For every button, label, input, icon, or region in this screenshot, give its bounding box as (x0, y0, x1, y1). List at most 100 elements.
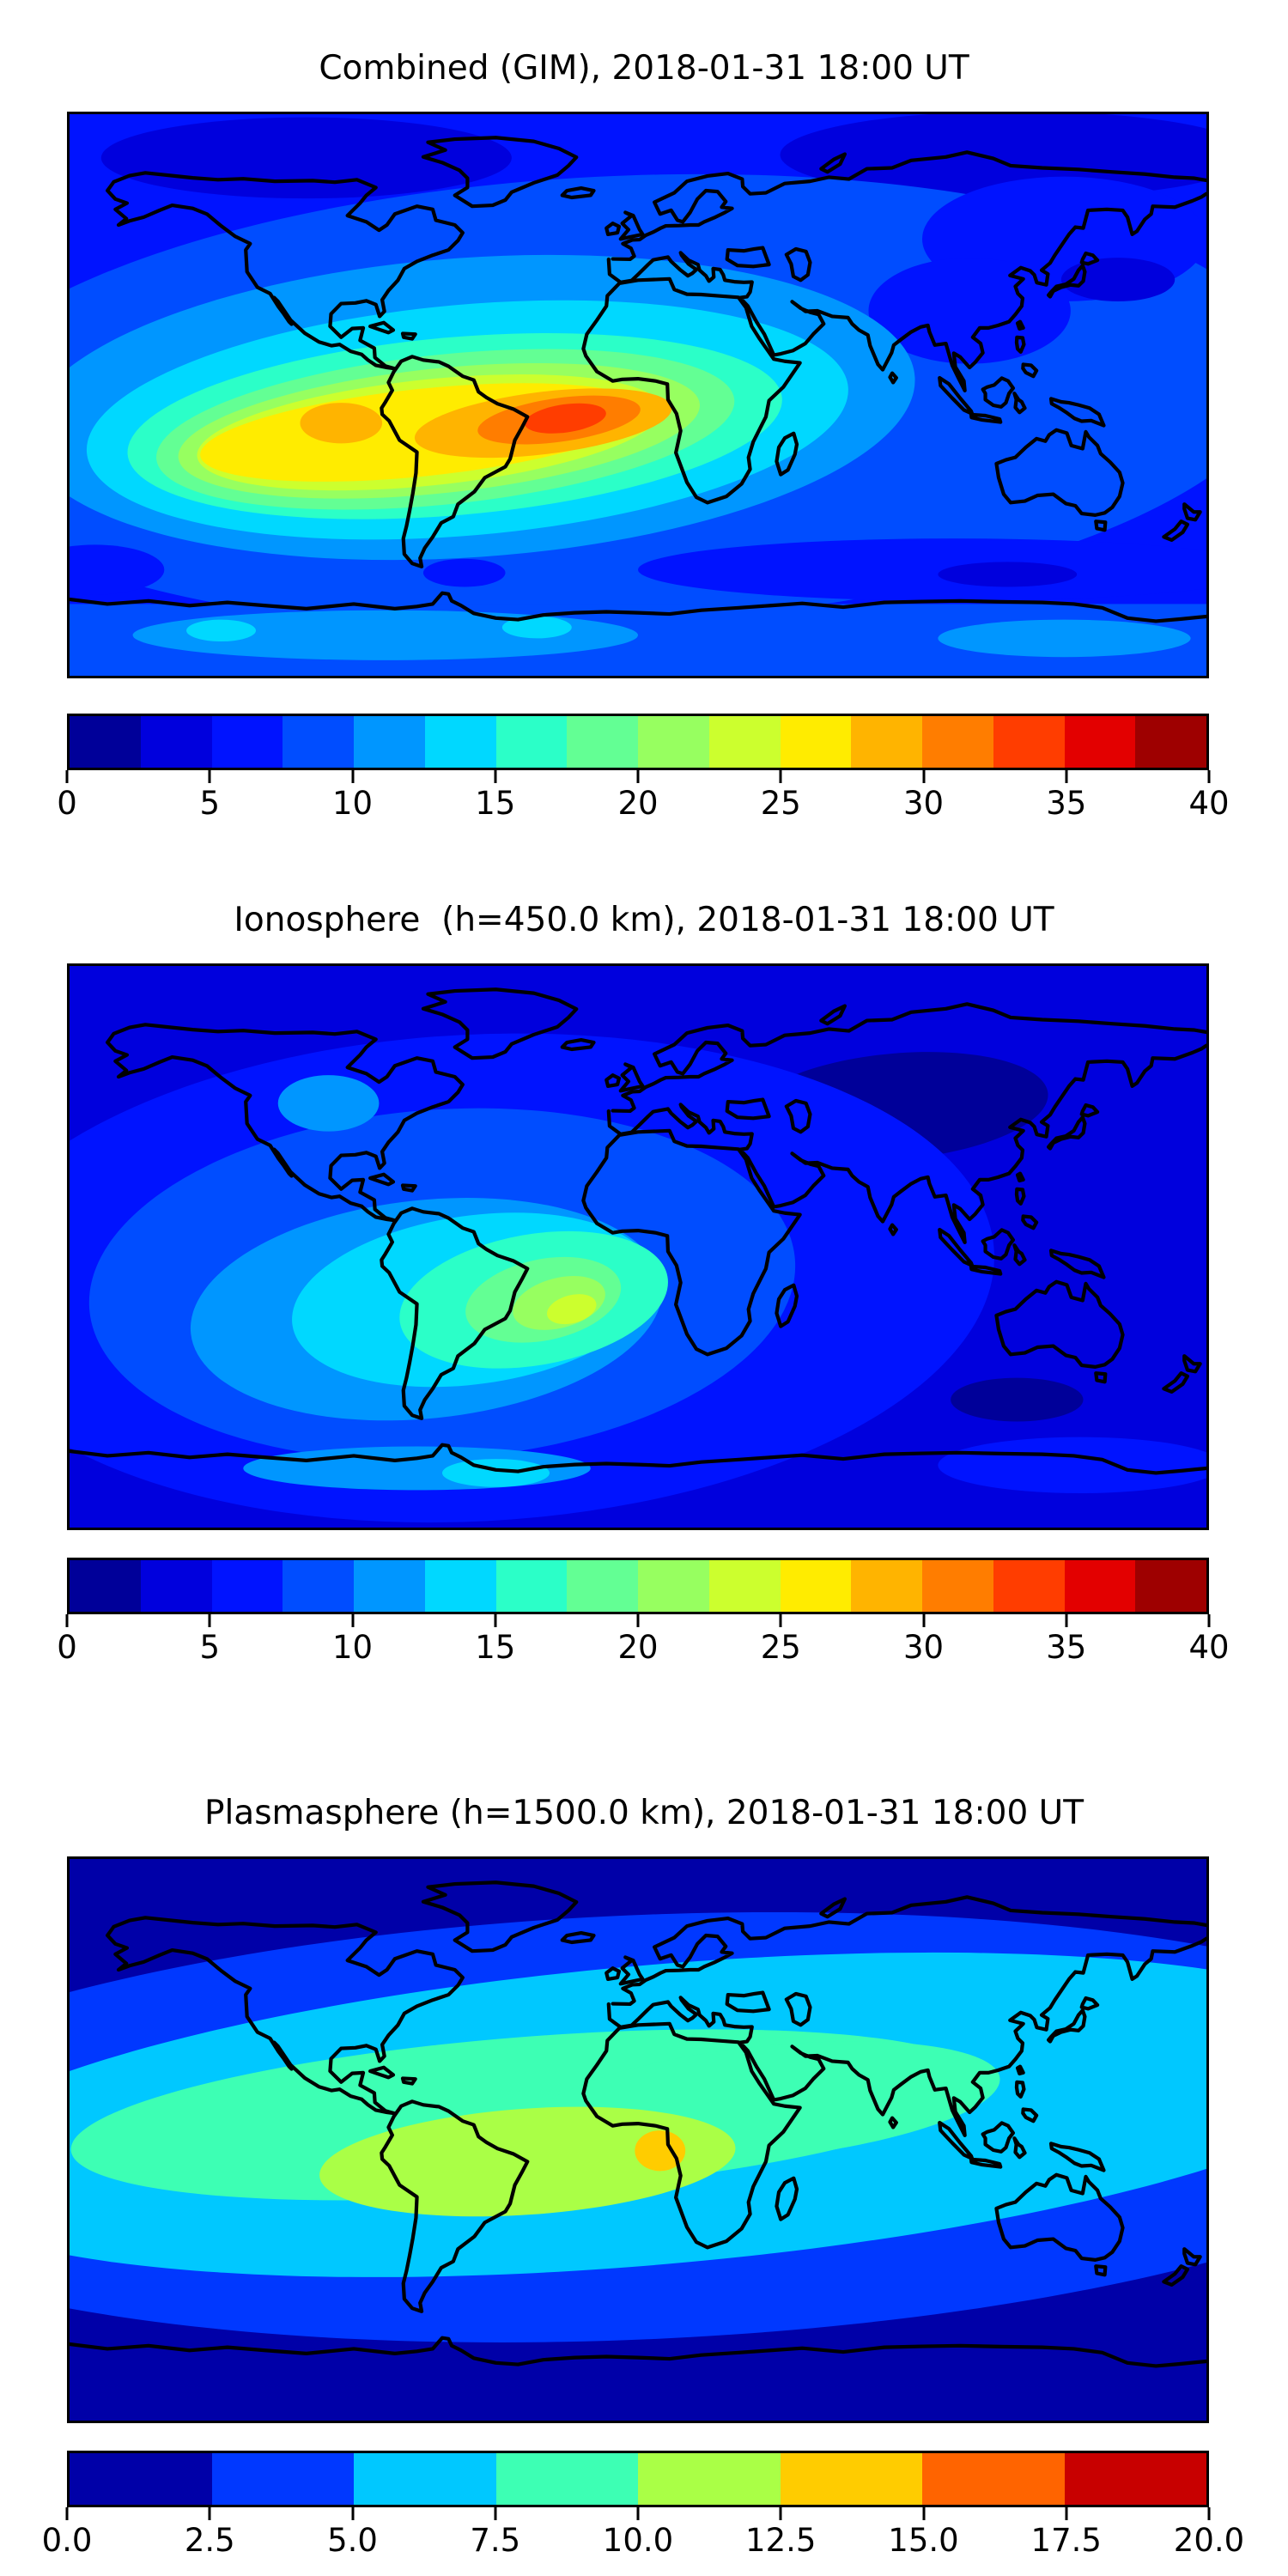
colorbar-tick-label: 10.0 (602, 2522, 674, 2559)
colorbar-tick-mark (779, 770, 782, 783)
colorbar-tick-mark (1065, 2507, 1068, 2520)
colorbar-tick-label: 0.0 (41, 2522, 93, 2559)
colorbar-segment (567, 1560, 638, 1612)
colorbar-segment (211, 716, 283, 768)
colorbar-tick-label: 20.0 (1173, 2522, 1245, 2559)
colorbar-segment (495, 2453, 638, 2505)
colorbar-tick-mark (351, 2507, 354, 2520)
colorbar-tick-mark (65, 2507, 69, 2520)
colorbar-segment (70, 716, 141, 768)
contour-level-region (638, 538, 1206, 601)
contour-level-region (1060, 258, 1176, 301)
contour-level-region (525, 403, 606, 434)
colorbar-segment (993, 1560, 1065, 1612)
contour-map-combined-gim (70, 114, 1206, 676)
colorbar-tick-label: 30 (902, 785, 945, 822)
colorbar-segment (283, 1560, 354, 1612)
colorbar-ticks-plasmasphere: 0.0 2.5 5.0 7.5 10.0 12.5 15.0 17.5 20.0 (42, 2507, 1244, 2567)
colorbar-tick-mark (779, 1614, 782, 1627)
colorbar-tick-mark (208, 770, 211, 783)
colorbar-segment (780, 716, 852, 768)
colorbar-tick-label: 40 (1188, 785, 1230, 822)
contour-level-region (300, 403, 383, 444)
contour-map-ionosphere (70, 966, 1206, 1528)
colorbar-segment (70, 1560, 141, 1612)
contour-level-region (441, 1459, 550, 1487)
colorbar-tick-mark (1207, 770, 1211, 783)
contour-level-region (547, 1294, 597, 1325)
colorbar-segment (638, 1560, 709, 1612)
colorbar-tick-label: 2.5 (184, 2522, 235, 2559)
colorbar-tick-label: 10 (331, 1629, 374, 1666)
colorbar-tick-label: 20 (617, 785, 659, 822)
colorbar-tick-mark (1065, 1614, 1068, 1627)
colorbar-tick-label: 15.0 (888, 2522, 959, 2559)
colorbar-tick-mark (636, 770, 640, 783)
contour-level-region (780, 114, 1206, 199)
colorbar-ticks-ionosphere: 0 5 10 15 20 25 30 35 40 (57, 1614, 1230, 1674)
colorbar-segment (140, 716, 212, 768)
colorbar-tick-mark (208, 1614, 211, 1627)
panel-title-combined-gim: Combined (GIM), 2018-01-31 18:00 UT (319, 49, 969, 88)
colorbar-segment (993, 716, 1065, 768)
colorbar-tick-mark (1207, 1614, 1211, 1627)
colorbar-segment (495, 1560, 568, 1612)
colorbar-segment (780, 1560, 852, 1612)
colorbar-tick-mark (494, 2507, 497, 2520)
colorbar-tick-label: 0 (57, 1629, 77, 1666)
colorbar-segment (211, 2453, 354, 2505)
colorbar-tick-label: 25 (760, 1629, 801, 1666)
colorbar-segment (140, 1560, 212, 1612)
map-ionosphere (67, 963, 1209, 1530)
colorbar-tick-label: 10 (331, 785, 374, 822)
colorbar-tick-mark (922, 770, 925, 783)
colorbar-segment (922, 716, 993, 768)
colorbar-segment (708, 1560, 781, 1612)
colorbar-tick-mark (65, 770, 69, 783)
colorbar-segment (495, 716, 568, 768)
colorbar-segment (922, 1560, 993, 1612)
colorbar-tick-label: 35 (1046, 1629, 1087, 1666)
colorbar-tick-label: 20 (617, 1629, 659, 1666)
colorbar-segment (1064, 2453, 1206, 2505)
colorbar-segment (354, 2453, 496, 2505)
contour-level-region (422, 558, 506, 587)
colorbar-tick-mark (494, 1614, 497, 1627)
contour-level-region (100, 117, 512, 199)
contour-level-region (501, 616, 572, 639)
colorbar-segment (638, 716, 709, 768)
colorbar-segment (211, 1560, 283, 1612)
panel-title-ionosphere: Ionosphere (h=450.0 km), 2018-01-31 18:0… (234, 901, 1054, 939)
colorbar-tick-label: 25 (760, 785, 801, 822)
colorbar-segment (567, 716, 638, 768)
colorbar-segment (1135, 716, 1206, 768)
colorbar-segment (851, 1560, 922, 1612)
colorbar-tick-mark (779, 2507, 782, 2520)
contour-level-region (186, 619, 256, 642)
colorbar-tick-label: 15 (475, 1629, 516, 1666)
colorbar-tick-mark (922, 1614, 925, 1627)
contour-level-region (635, 2130, 686, 2172)
colorbar-segment (354, 716, 425, 768)
colorbar-segment (638, 2453, 781, 2505)
colorbar-tick-mark (636, 2507, 640, 2520)
colorbar-tick-label: 17.5 (1030, 2522, 1102, 2559)
colorbar-tick-label: 7.5 (470, 2522, 521, 2559)
contour-level-region (277, 1075, 380, 1132)
colorbar-tick-label: 5 (199, 1629, 221, 1666)
colorbar-segment (1135, 1560, 1206, 1612)
colorbar-tick-mark (922, 2507, 925, 2520)
colorbar-tick-mark (351, 1614, 354, 1627)
contour-map-plasmasphere (70, 1859, 1206, 2421)
colorbar-segment (283, 716, 354, 768)
colorbar-segment (1064, 716, 1136, 768)
colorbar-tick-label: 5.0 (327, 2522, 378, 2559)
colorbar-tick-label: 35 (1046, 785, 1087, 822)
contour-level-region (938, 562, 1078, 587)
colorbar-tick-mark (351, 770, 354, 783)
colorbar-tick-mark (208, 2507, 211, 2520)
colorbar-tick-mark (494, 770, 497, 783)
map-combined-gim (67, 112, 1209, 678)
map-plasmasphere (67, 1856, 1209, 2423)
colorbar-combined-gim (67, 714, 1209, 770)
